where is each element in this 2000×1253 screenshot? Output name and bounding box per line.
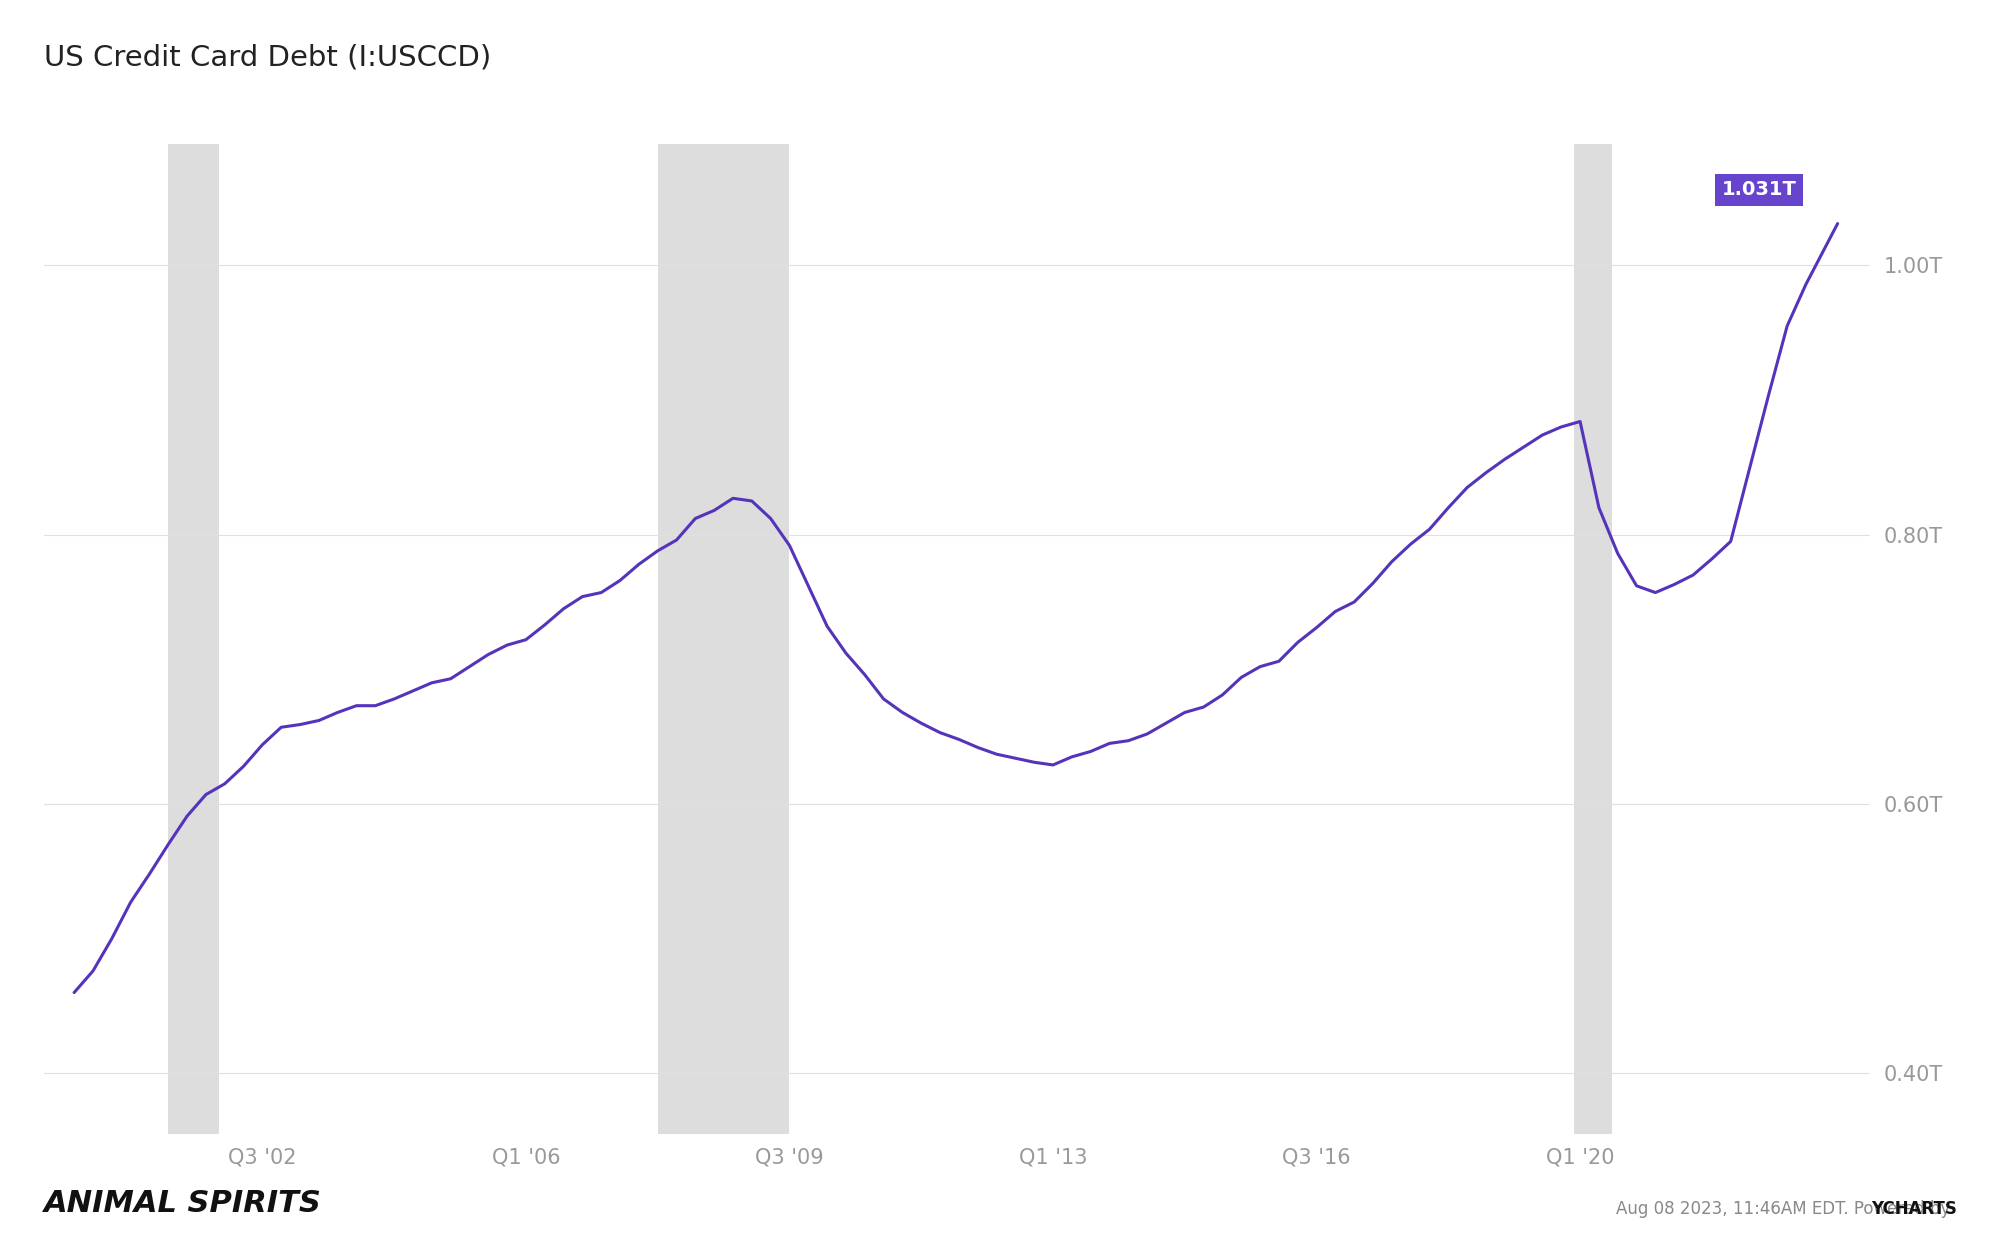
Text: Aug 08 2023, 11:46AM EDT. Powered by: Aug 08 2023, 11:46AM EDT. Powered by [1616,1200,1956,1218]
Bar [658,144,790,1134]
Text: Aug 08 2023, 11:46AM EDT. Powered by YCHARTS: Aug 08 2023, 11:46AM EDT. Powered by YCH… [1540,1200,1956,1218]
Bar [168,144,218,1134]
Text: US Credit Card Debt (I:USCCD): US Credit Card Debt (I:USCCD) [44,44,492,71]
Bar [1574,144,1612,1134]
Text: ANIMAL SPIRITS: ANIMAL SPIRITS [44,1189,322,1218]
Text: YCHARTS: YCHARTS [1872,1200,1956,1218]
Text: 1.031T: 1.031T [1722,180,1796,199]
